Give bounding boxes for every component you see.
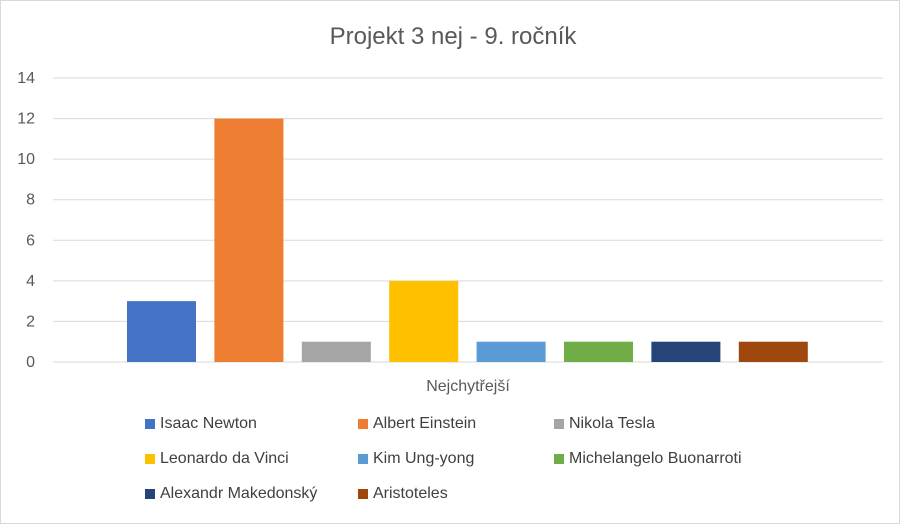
legend-swatch bbox=[554, 454, 564, 464]
legend-swatch bbox=[145, 419, 155, 429]
legend-item: Nikola Tesla bbox=[554, 413, 784, 435]
legend-label: Alexandr Makedonský bbox=[160, 485, 318, 502]
legend-item: Leonardo da Vinci bbox=[145, 448, 358, 470]
y-tick-label: 6 bbox=[26, 232, 35, 249]
legend-label: Isaac Newton bbox=[160, 415, 257, 432]
y-axis-ticks: 0 2 4 6 8 10 12 14 bbox=[17, 70, 35, 371]
legend-item: Isaac Newton bbox=[145, 413, 358, 435]
x-axis-categories: Nejchytřejší bbox=[426, 378, 510, 395]
bars bbox=[127, 118, 808, 362]
bar-michelangelo-buonarroti bbox=[564, 341, 633, 362]
y-tick-label: 4 bbox=[26, 273, 35, 290]
legend-label: Kim Ung-yong bbox=[373, 450, 475, 467]
legend-swatch bbox=[358, 489, 368, 499]
legend-label: Aristoteles bbox=[373, 485, 448, 502]
bar-isaac-newton bbox=[127, 301, 196, 362]
legend: Isaac Newton Albert Einstein Nikola Tesla L… bbox=[145, 413, 825, 505]
bar-albert-einstein bbox=[214, 118, 284, 362]
bar-aristoteles bbox=[738, 341, 808, 362]
legend-swatch bbox=[145, 454, 155, 464]
legend-label: Leonardo da Vinci bbox=[160, 450, 289, 467]
legend-item: Alexandr Makedonský bbox=[145, 483, 358, 505]
bar-kim-ung-yong bbox=[476, 341, 546, 362]
legend-swatch bbox=[358, 454, 368, 464]
bar-alexandr-makedonsk- bbox=[651, 341, 721, 362]
legend-swatch bbox=[145, 489, 155, 499]
legend-label: Albert Einstein bbox=[373, 415, 477, 432]
legend-item: Aristoteles bbox=[358, 483, 554, 505]
legend-item: Michelangelo Buonarroti bbox=[554, 448, 784, 470]
legend-item: Kim Ung-yong bbox=[358, 448, 554, 470]
y-tick-label: 0 bbox=[26, 354, 35, 371]
legend-swatch bbox=[554, 419, 564, 429]
x-category-label: Nejchytřejší bbox=[426, 378, 510, 395]
bar-nikola-tesla bbox=[301, 341, 371, 362]
y-tick-label: 12 bbox=[17, 111, 35, 128]
y-tick-label: 10 bbox=[17, 151, 35, 168]
y-tick-label: 2 bbox=[26, 313, 35, 330]
legend-label: Nikola Tesla bbox=[569, 415, 655, 432]
y-tick-label: 8 bbox=[26, 192, 35, 209]
chart-title: Projekt 3 nej - 9. ročník bbox=[330, 23, 578, 50]
legend-item: Albert Einstein bbox=[358, 413, 554, 435]
bar-leonardo-da-vinci bbox=[389, 280, 459, 362]
y-tick-label: 14 bbox=[17, 70, 35, 87]
legend-label: Michelangelo Buonarroti bbox=[569, 450, 742, 467]
legend-swatch bbox=[358, 419, 368, 429]
